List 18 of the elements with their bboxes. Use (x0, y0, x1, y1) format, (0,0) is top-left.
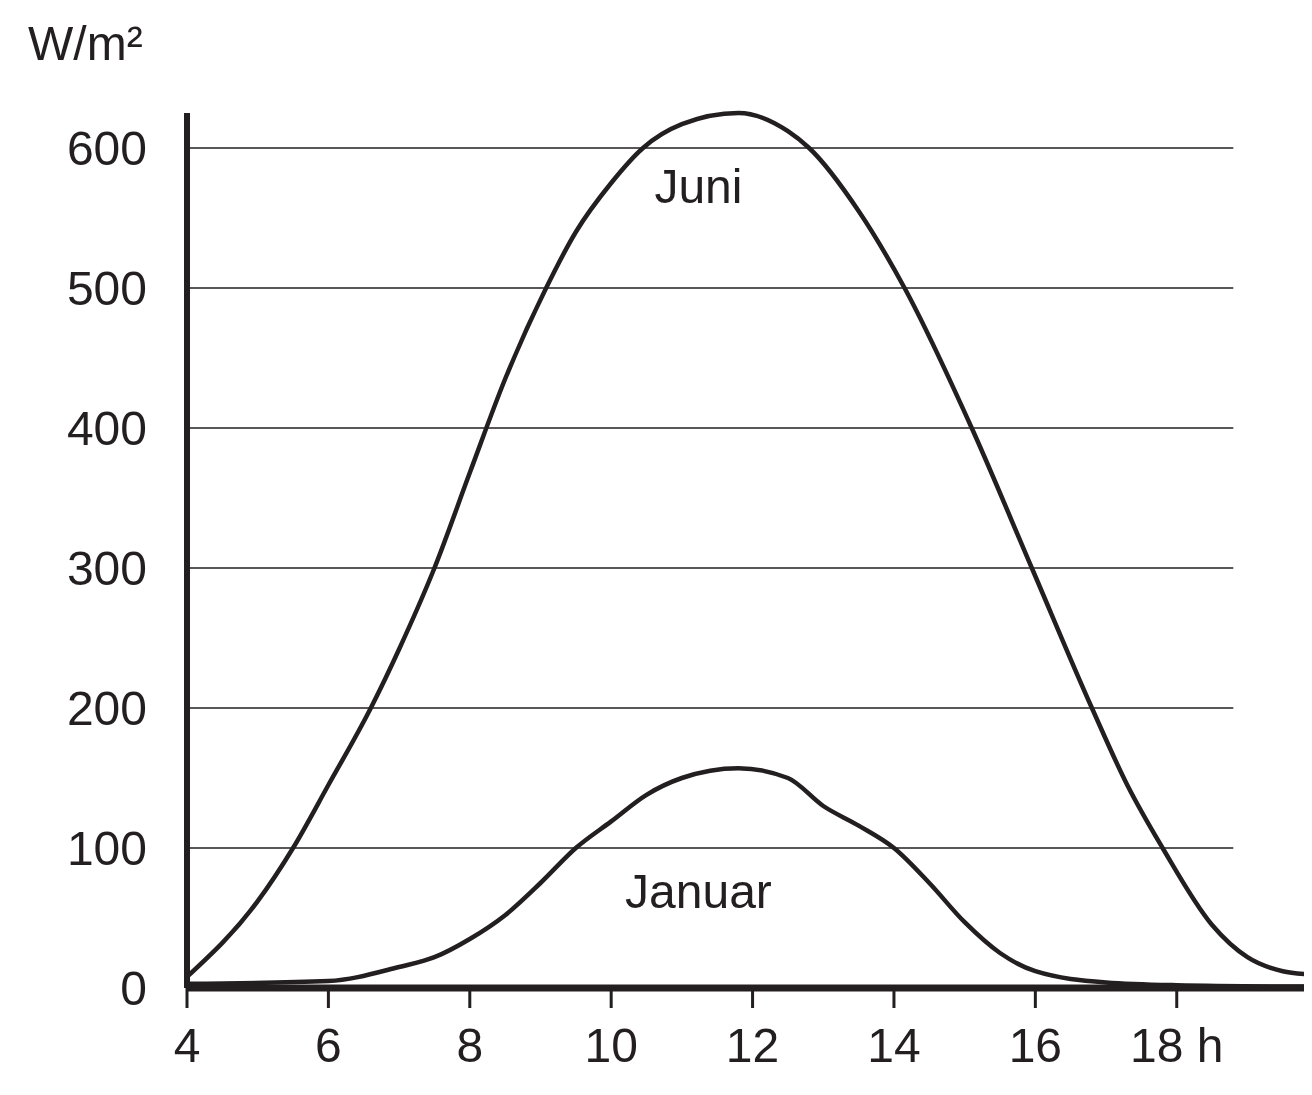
series-label: Juni (654, 160, 743, 213)
x-tick-label: 6 (315, 1019, 342, 1072)
y-tick-label: 400 (66, 402, 147, 455)
y-tick-label: 300 (66, 542, 147, 595)
y-tick-label: 0 (120, 962, 147, 1015)
x-tick-label: 18 h (1130, 1019, 1224, 1072)
y-tick-label: 500 (66, 262, 147, 315)
y-tick-label: 100 (66, 822, 147, 875)
y-axis-title: W/m² (28, 17, 143, 70)
x-tick-label: 10 (584, 1019, 638, 1072)
x-tick-label: 14 (867, 1019, 921, 1072)
series-label: Januar (625, 865, 772, 919)
x-tick-label: 4 (173, 1019, 201, 1072)
x-tick-label: 12 (725, 1019, 780, 1072)
x-tick-label: 16 (1008, 1019, 1063, 1072)
y-tick-label: 200 (66, 682, 147, 735)
y-tick-label: 600 (66, 122, 147, 175)
x-tick-label: 8 (456, 1019, 484, 1072)
